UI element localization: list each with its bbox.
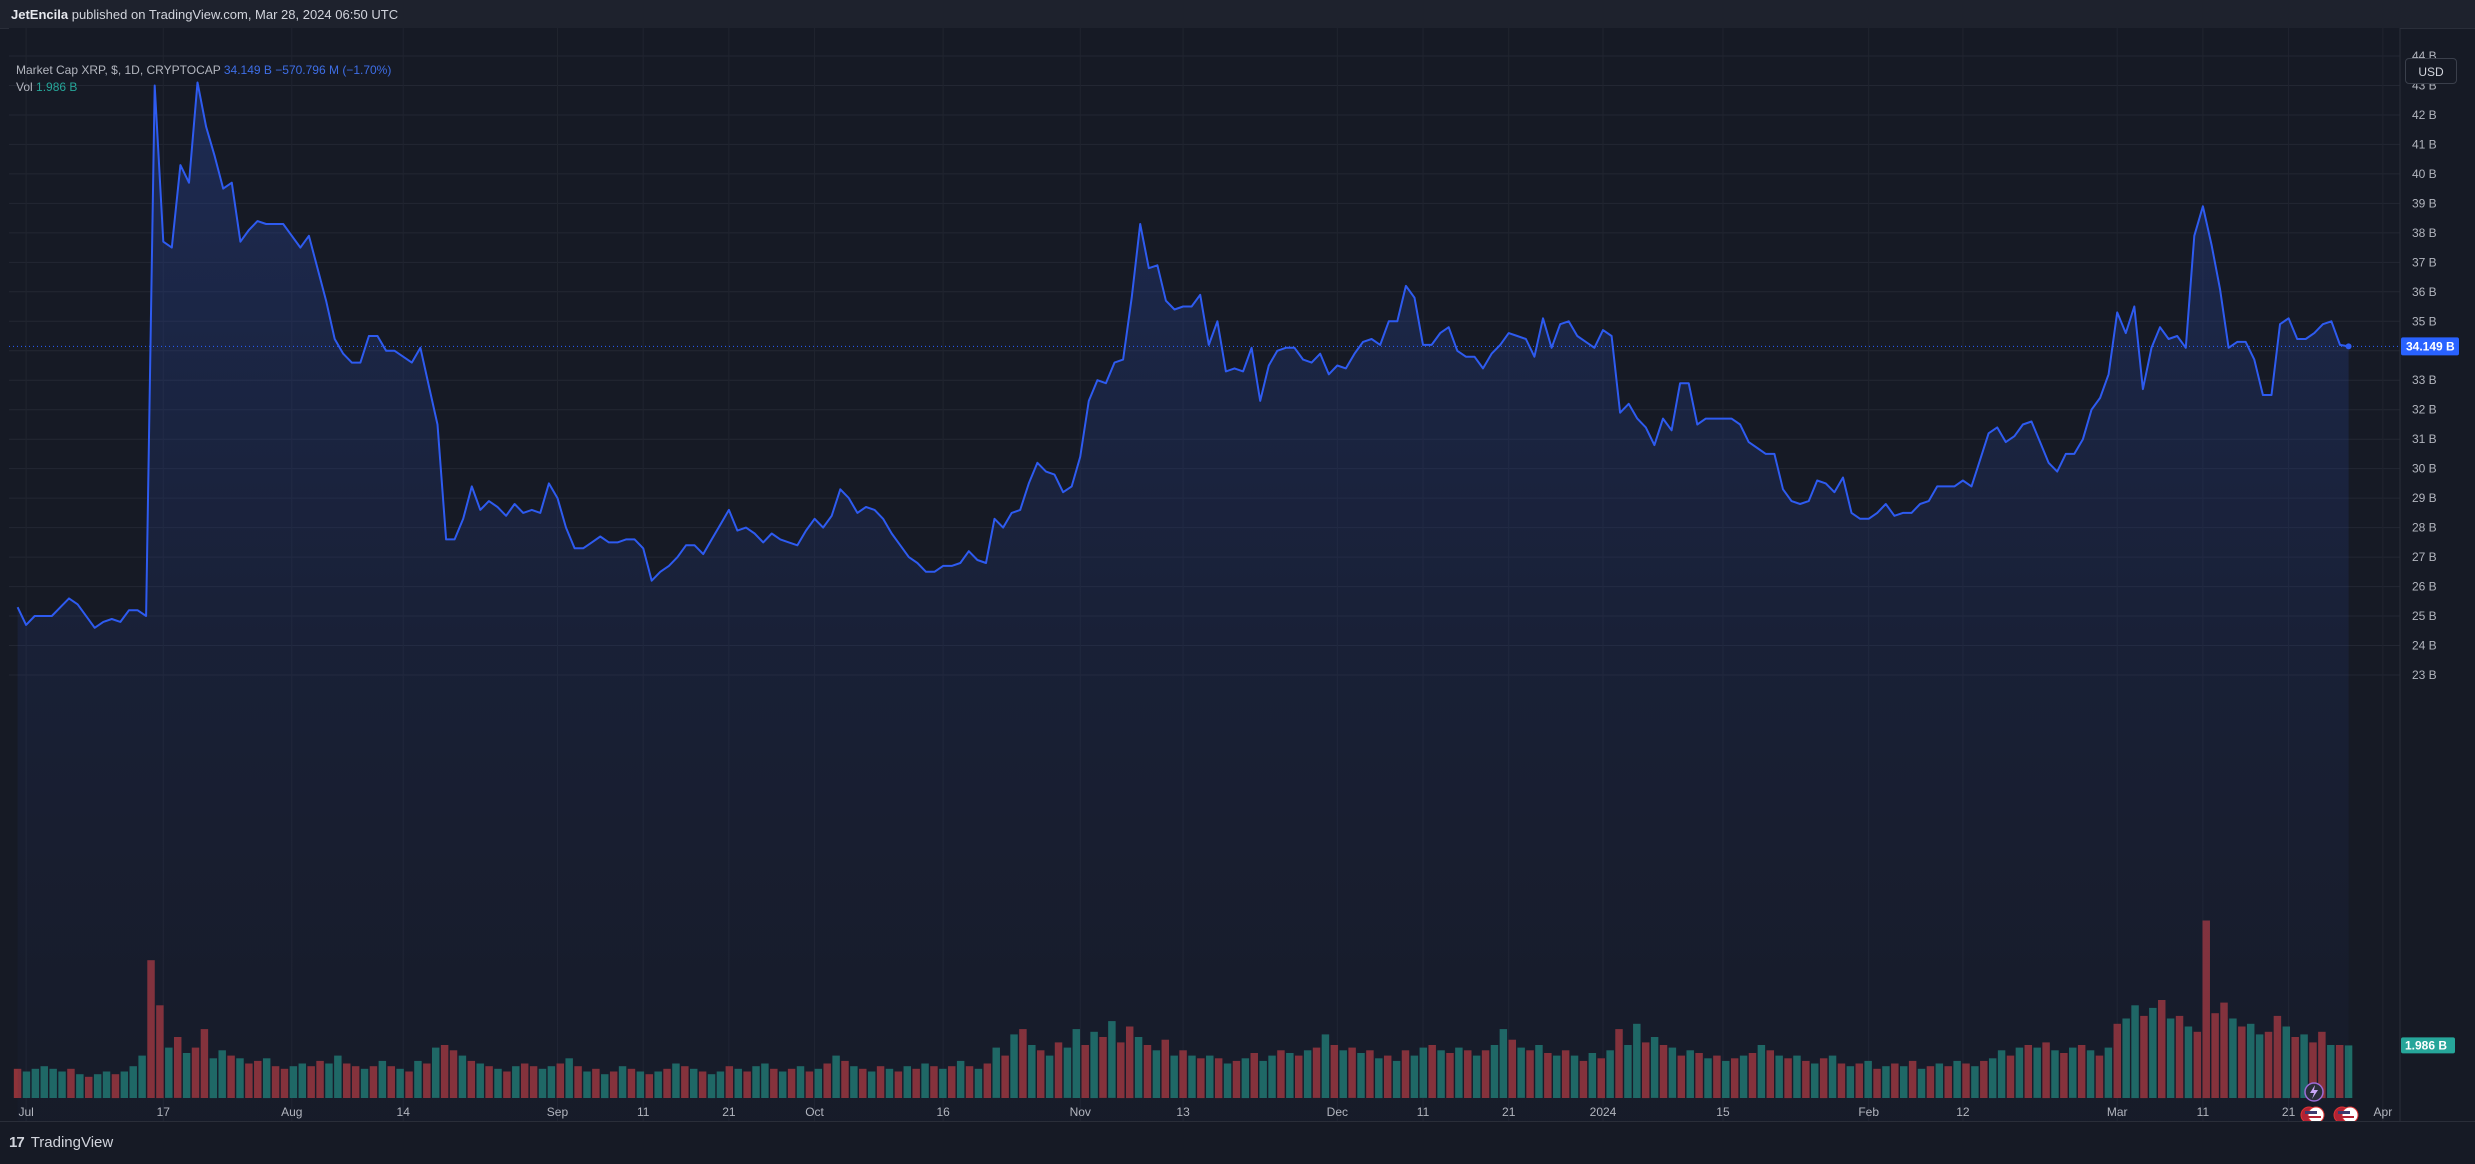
x-tick-label: 21	[1502, 1105, 1516, 1119]
tradingview-logo[interactable]: 17 TradingView	[9, 1134, 113, 1151]
y-tick-label: 33 B	[2412, 373, 2437, 387]
y-tick-label: 42 B	[2412, 108, 2437, 122]
y-tick-label: 31 B	[2412, 432, 2437, 446]
x-tick-label: Oct	[805, 1105, 824, 1119]
x-tick-label: 2024	[1590, 1105, 1617, 1119]
publish-header: JetEncila published on TradingView.com, …	[0, 0, 2475, 29]
chart-svg[interactable]: 23 B 24 B 25 B 26 B 27 B 28 B 29 B 30 B 31 B 32 B…	[0, 28, 2475, 1127]
last-price-dot	[2345, 343, 2352, 350]
y-tick-label: 38 B	[2412, 226, 2437, 240]
volume-tag-background	[2401, 1037, 2455, 1054]
chart-legend: Market Cap XRP, $, 1D, CRYPTOCAP 34.149 …	[16, 62, 391, 96]
x-tick-label: 11	[1417, 1105, 1430, 1119]
x-tick-label: 14	[397, 1105, 411, 1119]
footer-bar: 17 TradingView	[0, 1121, 2475, 1164]
legend-volume-row: Vol 1.986 B	[16, 79, 391, 96]
y-tick-label: 28 B	[2412, 521, 2437, 535]
x-tick-label: 17	[157, 1105, 171, 1119]
volume-tag-label: 1.986 B	[2405, 1038, 2447, 1052]
tradingview-logo-icon: 17	[9, 1134, 25, 1151]
y-tick-label: 41 B	[2412, 137, 2437, 151]
currency-button[interactable]: USD	[2405, 58, 2457, 84]
y-tick-label: 26 B	[2412, 580, 2437, 594]
last-price-tag-background	[2401, 337, 2459, 356]
legend-volume-value: 1.986 B	[36, 80, 78, 94]
x-tick-label: 13	[1176, 1105, 1190, 1119]
y-tick-label: 40 B	[2412, 167, 2437, 181]
legend-volume-label[interactable]: Vol	[16, 80, 33, 94]
y-tick-label: 32 B	[2412, 403, 2437, 417]
y-tick-label: 36 B	[2412, 285, 2437, 299]
price-line	[16, 81, 2349, 629]
x-tick-label: 21	[722, 1105, 736, 1119]
economic-event-icon[interactable]	[2304, 1082, 2324, 1102]
published-info: published on TradingView.com, Mar 28, 20…	[71, 7, 399, 22]
x-axis-labels: Jul 17 Aug 14 Sep 11 21 Oct 16 Nov 13 Dec 11 21 2024 15…	[18, 1105, 2392, 1119]
y-axis-labels: 23 B 24 B 25 B 26 B 27 B 28 B 29 B 30 B 31 B 32 B…	[2412, 49, 2437, 682]
x-tick-label: Apr	[2374, 1105, 2393, 1119]
x-tick-label: Aug	[281, 1105, 302, 1119]
legend-symbol[interactable]: Market Cap XRP, $, 1D, CRYPTOCAP	[16, 63, 221, 77]
x-tick-label: 21	[2282, 1105, 2296, 1119]
tradingview-brand: TradingView	[30, 1134, 114, 1151]
x-tick-label: 12	[1956, 1105, 1970, 1119]
x-tick-label: 15	[1716, 1105, 1730, 1119]
price-area	[9, 81, 2400, 1126]
x-tick-label: Feb	[1858, 1105, 1879, 1119]
y-tick-label: 23 B	[2412, 668, 2437, 682]
us-flag-icon[interactable]	[2333, 1106, 2359, 1124]
x-tick-label: Jul	[18, 1105, 33, 1119]
y-tick-label: 29 B	[2412, 491, 2437, 505]
x-tick-label: 11	[2197, 1105, 2210, 1119]
y-tick-label: 30 B	[2412, 462, 2437, 476]
legend-main-row: Market Cap XRP, $, 1D, CRYPTOCAP 34.149 …	[16, 62, 391, 79]
y-tick-label: 27 B	[2412, 550, 2437, 564]
x-tick-label: 16	[936, 1105, 950, 1119]
y-tick-label: 37 B	[2412, 255, 2437, 269]
legend-change: −570.796 M (−1.70%)	[275, 63, 392, 77]
publisher-name[interactable]: JetEncila	[11, 7, 69, 22]
chart-area[interactable]: 23 B 24 B 25 B 26 B 27 B 28 B 29 B 30 B 31 B 32 B…	[0, 28, 2475, 1127]
volume-bar	[13, 1068, 22, 1098]
volume-tag: 1.986 B	[2401, 1037, 2455, 1054]
y-tick-label: 39 B	[2412, 196, 2437, 210]
x-tick-label: Nov	[1070, 1105, 1091, 1119]
us-flag-icon[interactable]	[2300, 1106, 2325, 1124]
y-tick-label: 25 B	[2412, 609, 2437, 623]
event-markers[interactable]	[2300, 1080, 2470, 1140]
x-tick-label: 11	[637, 1105, 650, 1119]
publish-text: JetEncila published on TradingView.com, …	[11, 7, 398, 22]
x-tick-label: Mar	[2107, 1105, 2128, 1119]
price-area-fill	[17, 82, 2349, 1126]
y-tick-label: 24 B	[2412, 639, 2437, 653]
x-tick-label: Dec	[1327, 1105, 1348, 1119]
x-tick-label: Sep	[547, 1105, 569, 1119]
last-price-tag-label: 34.149 B	[2406, 339, 2455, 353]
last-price-tag: 34.149 B	[2401, 337, 2459, 356]
legend-last-value: 34.149 B	[223, 63, 272, 77]
y-tick-label: 35 B	[2412, 314, 2437, 328]
